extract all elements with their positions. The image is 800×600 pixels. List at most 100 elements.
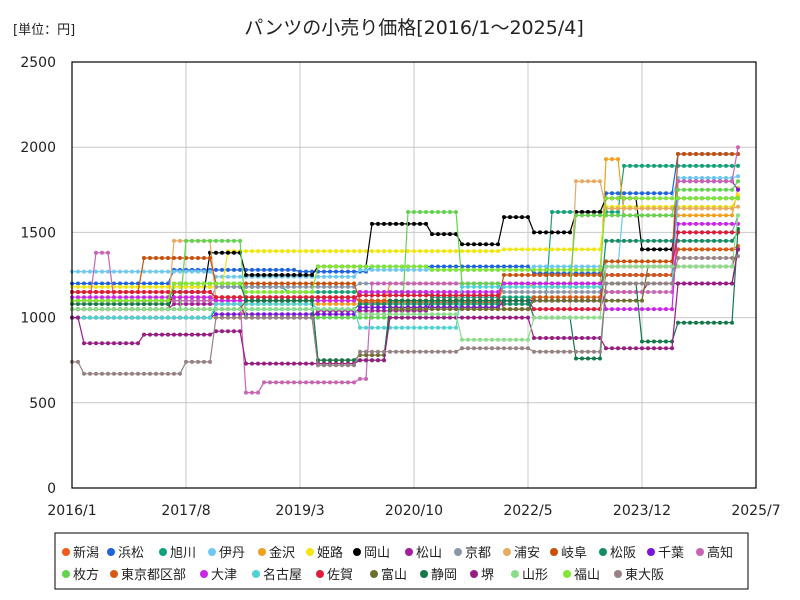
- data-point: [286, 249, 290, 254]
- data-point: [202, 302, 206, 306]
- data-point: [664, 339, 668, 344]
- data-point: [580, 179, 584, 184]
- data-point: [616, 259, 620, 264]
- data-point: [520, 298, 524, 303]
- data-point: [280, 315, 284, 320]
- data-point: [292, 312, 296, 317]
- data-point: [700, 163, 704, 168]
- data-point: [502, 281, 506, 286]
- data-point: [508, 302, 512, 306]
- data-point: [472, 346, 476, 351]
- data-point: [208, 359, 212, 364]
- data-point: [616, 290, 620, 294]
- legend-marker: [258, 548, 266, 556]
- data-point: [712, 196, 716, 201]
- data-point: [682, 247, 686, 252]
- data-point: [442, 293, 446, 298]
- data-point: [550, 247, 554, 252]
- data-point: [334, 358, 338, 363]
- data-point: [586, 295, 590, 300]
- data-point: [346, 295, 350, 300]
- legend-label: 富山: [381, 567, 407, 583]
- data-point: [118, 371, 122, 376]
- data-point: [178, 284, 182, 289]
- data-point: [340, 295, 344, 300]
- data-point: [706, 179, 710, 184]
- data-point: [454, 349, 458, 354]
- data-point: [172, 238, 176, 243]
- data-point: [514, 267, 518, 272]
- series-line: [72, 215, 739, 341]
- data-point: [454, 267, 458, 272]
- data-point: [262, 315, 266, 320]
- data-point: [316, 295, 320, 300]
- data-point: [370, 358, 374, 363]
- data-point: [712, 213, 716, 218]
- data-point: [394, 325, 398, 330]
- data-point: [442, 349, 446, 354]
- data-point: [514, 298, 518, 303]
- data-point: [406, 290, 410, 294]
- legend-label: 福山: [574, 568, 600, 583]
- data-point: [466, 249, 470, 254]
- data-point: [94, 302, 98, 306]
- series-23: [70, 196, 740, 303]
- data-point: [574, 315, 578, 320]
- data-point: [250, 315, 254, 320]
- data-point: [196, 332, 200, 337]
- data-point: [88, 290, 92, 294]
- data-point: [202, 359, 206, 364]
- data-point: [610, 157, 614, 162]
- legend-label: 堺: [481, 568, 494, 583]
- data-point: [310, 361, 314, 366]
- data-point: [304, 380, 308, 385]
- data-point: [616, 281, 620, 286]
- data-point: [466, 293, 470, 298]
- data-point: [610, 191, 614, 196]
- data-point: [442, 325, 446, 330]
- data-point: [238, 295, 242, 300]
- data-point: [94, 341, 98, 346]
- data-point: [574, 267, 578, 272]
- data-point: [454, 210, 458, 214]
- data-point: [214, 238, 218, 243]
- data-point: [196, 302, 200, 306]
- data-point: [454, 264, 458, 269]
- data-point: [604, 264, 608, 269]
- data-point: [322, 264, 326, 269]
- data-point: [226, 312, 230, 317]
- legend-marker: [454, 548, 462, 556]
- data-point: [106, 302, 110, 306]
- data-point: [592, 247, 596, 252]
- data-point: [526, 215, 530, 220]
- data-point: [676, 256, 680, 260]
- data-point: [334, 302, 338, 306]
- data-point: [466, 267, 470, 272]
- plot-area-frame: [71, 61, 757, 489]
- data-point: [106, 290, 110, 294]
- data-point: [232, 284, 236, 289]
- legend-label: 高知: [707, 545, 733, 561]
- data-point: [268, 249, 272, 254]
- data-point: [586, 267, 590, 272]
- data-point: [544, 281, 548, 286]
- legend-label: 松阪: [610, 546, 636, 561]
- data-point: [340, 302, 344, 306]
- data-point: [628, 238, 632, 243]
- data-point: [658, 281, 662, 286]
- data-point: [130, 290, 134, 294]
- data-point: [718, 213, 722, 218]
- data-point: [484, 307, 488, 312]
- data-point: [418, 221, 422, 226]
- data-point: [484, 264, 488, 269]
- legend-label: 東大阪: [625, 567, 664, 583]
- data-point: [364, 249, 368, 254]
- data-point: [538, 307, 542, 312]
- data-point: [730, 206, 734, 211]
- data-point: [268, 302, 272, 306]
- data-point: [250, 298, 254, 303]
- data-point: [646, 191, 650, 196]
- data-point: [448, 302, 452, 306]
- data-point: [400, 290, 404, 294]
- y-tick-label: 1000: [20, 311, 56, 327]
